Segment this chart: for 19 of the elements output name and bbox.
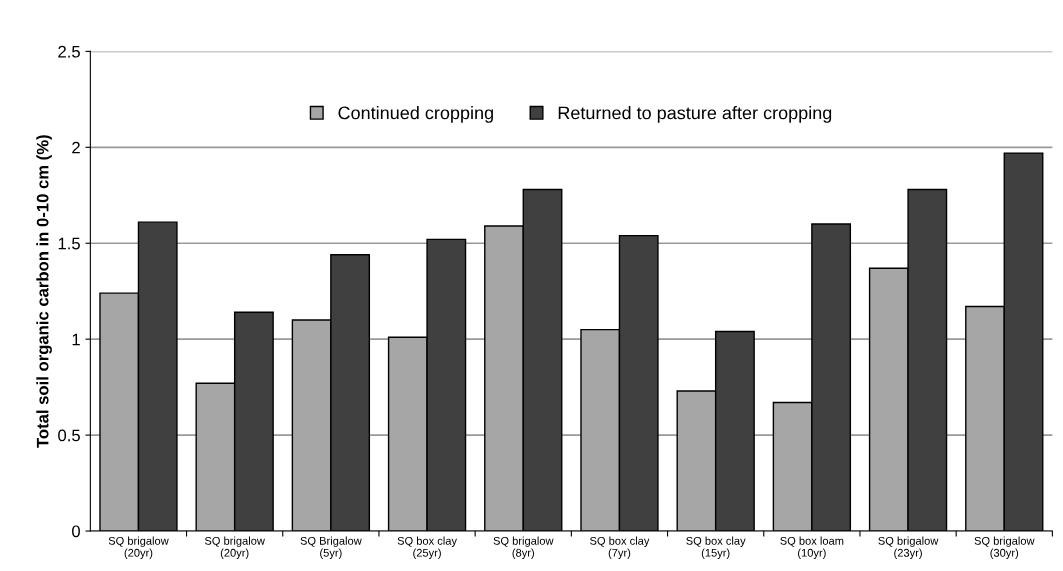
legend-label: Continued cropping [338,106,493,123]
y-tick-label: 2.5 [58,45,80,58]
x-tick-label: SQ box loam (10yr) [780,536,844,559]
x-tick-label: SQ box clay (25yr) [397,536,457,559]
y-tick-label: 0 [72,525,80,538]
x-tick-label: SQ brigalow (8yr) [493,536,554,559]
x-tick-label: SQ box clay (15yr) [686,536,746,559]
y-tick-label: 1.5 [58,237,80,250]
x-tick-label: SQ brigalow (20yr) [204,536,265,559]
y-tick-label: 2 [72,141,80,154]
x-tick-label: SQ brigalow (30yr) [974,536,1035,559]
y-tick-label: 1 [72,333,80,346]
legend-label: Returned to pasture after cropping [558,106,832,123]
x-tick-label: SQ brigalow (20yr) [108,536,169,559]
y-axis-title: Total soil organic carbon in 0-10 cm (%) [36,135,52,448]
x-tick-label: SQ Brigalow (5yr) [300,536,362,559]
x-tick-label: SQ box clay (7yr) [590,536,650,559]
y-tick-label: 0.5 [58,429,80,442]
x-tick-label: SQ brigalow (23yr) [878,536,939,559]
